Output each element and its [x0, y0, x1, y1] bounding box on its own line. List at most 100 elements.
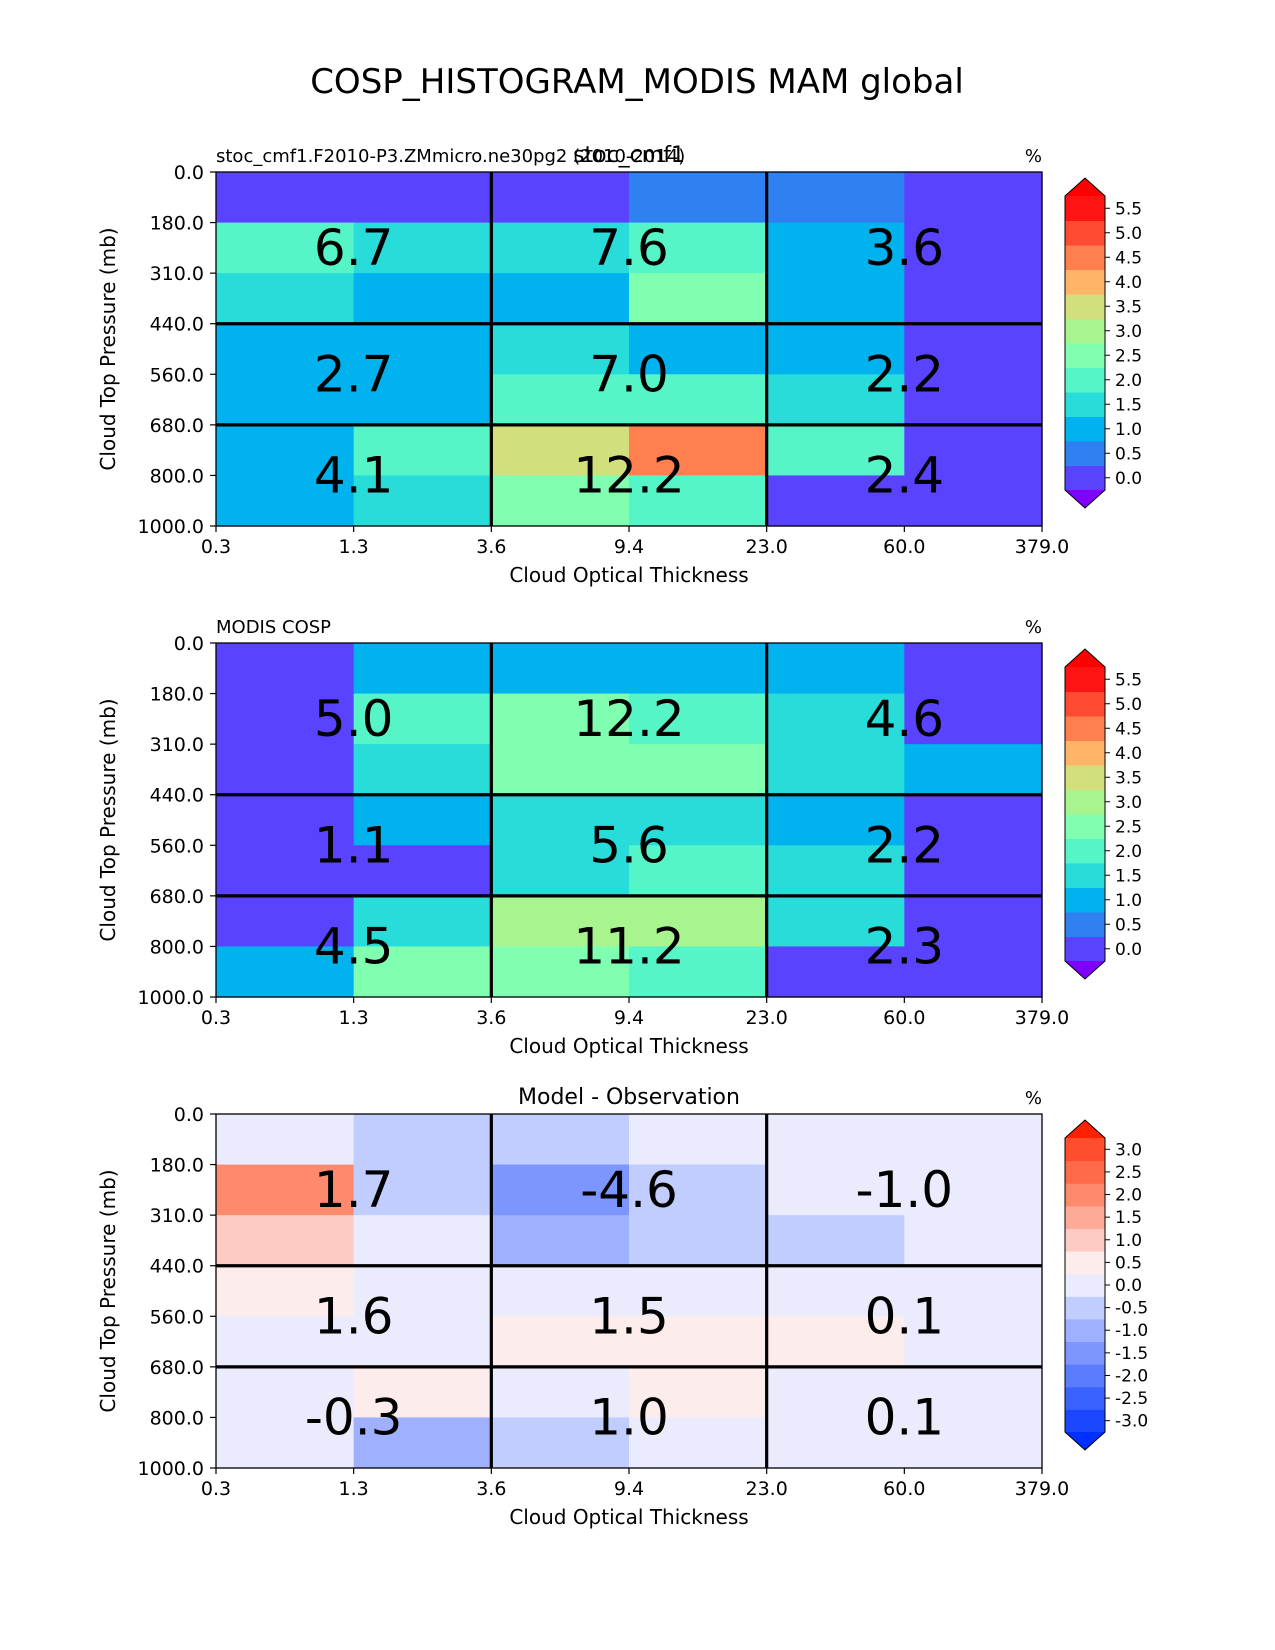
- colorbar-segment: [1065, 1273, 1105, 1297]
- box-value: 6.7: [314, 219, 394, 277]
- colorbar-segment: [1065, 936, 1105, 962]
- heatmap-cell: [353, 273, 492, 325]
- y-tick-label: 0.0: [174, 1104, 204, 1126]
- x-tick-label: 379.0: [1015, 1478, 1069, 1500]
- colorbar-segment: [1065, 912, 1105, 937]
- box-value: 2.7: [314, 345, 394, 403]
- heatmap-cell: [904, 1316, 1043, 1368]
- colorbar-segment: [1065, 814, 1105, 839]
- heatmap-cell: [629, 693, 768, 745]
- heatmap-cell: [904, 1366, 1043, 1419]
- x-tick-label: 23.0: [746, 536, 788, 558]
- box-value: 1.0: [589, 1388, 669, 1446]
- y-tick-label: 680.0: [150, 886, 204, 908]
- heatmap-cell: [353, 1417, 492, 1469]
- heatmap-cell: [629, 946, 768, 998]
- heatmap-cell: [629, 172, 768, 224]
- heatmap-cell: [766, 222, 905, 274]
- panel-units: %: [1025, 146, 1042, 167]
- colorbar-tick-label: 0.5: [1115, 444, 1142, 464]
- colorbar-segment: [1065, 1205, 1105, 1229]
- heatmap-cell: [216, 1114, 355, 1166]
- colorbar-segment: [1065, 716, 1105, 741]
- box-value: 4.6: [865, 690, 945, 748]
- heatmap-cell: [491, 1316, 630, 1368]
- heatmap-cell: [629, 1164, 768, 1216]
- colorbar-tick-label: -1.0: [1115, 1321, 1148, 1341]
- heatmap-cell: [491, 946, 630, 998]
- y-tick-label: 800.0: [150, 936, 204, 958]
- heatmap-cell: [491, 1114, 630, 1166]
- heatmap-cell: [353, 1164, 492, 1216]
- colorbar-tick-label: 2.5: [1115, 346, 1142, 366]
- colorbar-tick-label: 5.0: [1115, 695, 1142, 715]
- box-value: 11.2: [573, 917, 684, 975]
- colorbar-segment: [1065, 465, 1105, 491]
- colorbar-outline: [1064, 177, 1106, 509]
- heatmap-cell: [766, 895, 905, 948]
- heatmap-cell: [216, 424, 355, 477]
- box-value: 12.2: [573, 690, 684, 748]
- colorbar-tick-label: 1.5: [1115, 866, 1142, 886]
- colorbar-tick-label: 4.0: [1115, 273, 1142, 293]
- heatmap-cell: [491, 1265, 630, 1317]
- colorbar-segment: [1065, 1341, 1105, 1365]
- y-tick-label: 1000.0: [138, 516, 204, 538]
- heatmap-cell: [216, 643, 355, 695]
- heatmap-cell: [904, 1114, 1043, 1166]
- colorbar-outline: [1064, 648, 1106, 980]
- heatmap-cell: [766, 693, 905, 745]
- y-tick-label: 440.0: [150, 785, 204, 807]
- heatmap-cell: [904, 1265, 1043, 1317]
- colorbar-tick-label: 1.0: [1115, 891, 1142, 911]
- heatmap-cell: [629, 744, 768, 796]
- x-axis-label: Cloud Optical Thickness: [509, 1034, 748, 1058]
- heatmap-cell: [491, 172, 630, 224]
- y-tick-label: 310.0: [150, 1205, 204, 1227]
- heatmap-cell: [904, 946, 1043, 998]
- heatmap-cell: [216, 273, 355, 325]
- colorbar-segment: [1065, 1409, 1105, 1433]
- colorbar-tick-label: 2.5: [1115, 1163, 1142, 1183]
- y-tick-label: 440.0: [150, 1256, 204, 1278]
- heatmap-cell: [491, 1215, 630, 1267]
- heatmap-cell: [216, 1164, 355, 1216]
- box-value: 3.6: [865, 219, 945, 277]
- heatmap-cell: [353, 323, 492, 375]
- colorbar-tick-label: 3.5: [1115, 768, 1142, 788]
- heatmap-cell: [353, 946, 492, 998]
- colorbar-segment: [1065, 1228, 1105, 1252]
- colorbar-over-extension: [1065, 178, 1105, 196]
- heatmap-cell: [904, 222, 1043, 274]
- colorbar-segment: [1065, 838, 1105, 864]
- x-tick-label: 3.6: [476, 1007, 506, 1029]
- heatmap-cell: [904, 273, 1043, 325]
- heatmap-cell: [904, 744, 1043, 796]
- x-tick-label: 1.3: [339, 1007, 369, 1029]
- colorbar-segment: [1065, 1160, 1105, 1184]
- heatmap-cell: [629, 1265, 768, 1317]
- panel-left-label: stoc_cmf1.F2010-P3.ZMmicro.ne30pg2 (2010…: [216, 146, 685, 167]
- colorbar-segment: [1065, 392, 1105, 417]
- heatmap-cell: [766, 1366, 905, 1419]
- colorbar-under-extension: [1065, 961, 1105, 979]
- heatmap-panel-3: 1.7 -4.6 -1.0 1.6 1.5 0.1 -0.3 1.0 0.1 0.3 1.3 3.6 9…: [96, 1085, 1069, 1529]
- colorbar-tick-label: 0.0: [1115, 940, 1142, 960]
- x-tick-label: 1.3: [339, 536, 369, 558]
- heatmap-cell: [353, 222, 492, 274]
- colorbar-tick-label: 1.0: [1115, 420, 1142, 440]
- heatmap-cell: [353, 643, 492, 695]
- heatmap-cell: [629, 1316, 768, 1368]
- colorbar-segment: [1065, 887, 1105, 913]
- colorbar-segment: [1065, 667, 1105, 692]
- heatmap-cell: [216, 374, 355, 426]
- colorbar-tick-label: 0.5: [1115, 915, 1142, 935]
- colorbar-tick-label: 3.0: [1115, 322, 1142, 342]
- heatmap-cell: [216, 1316, 355, 1368]
- x-tick-label: 1.3: [339, 1478, 369, 1500]
- box-value: -4.6: [580, 1161, 678, 1219]
- box-value: 1.5: [589, 1287, 669, 1345]
- heatmap-cell: [216, 172, 355, 224]
- y-tick-label: 800.0: [150, 1407, 204, 1429]
- heatmap-cell: [491, 424, 630, 477]
